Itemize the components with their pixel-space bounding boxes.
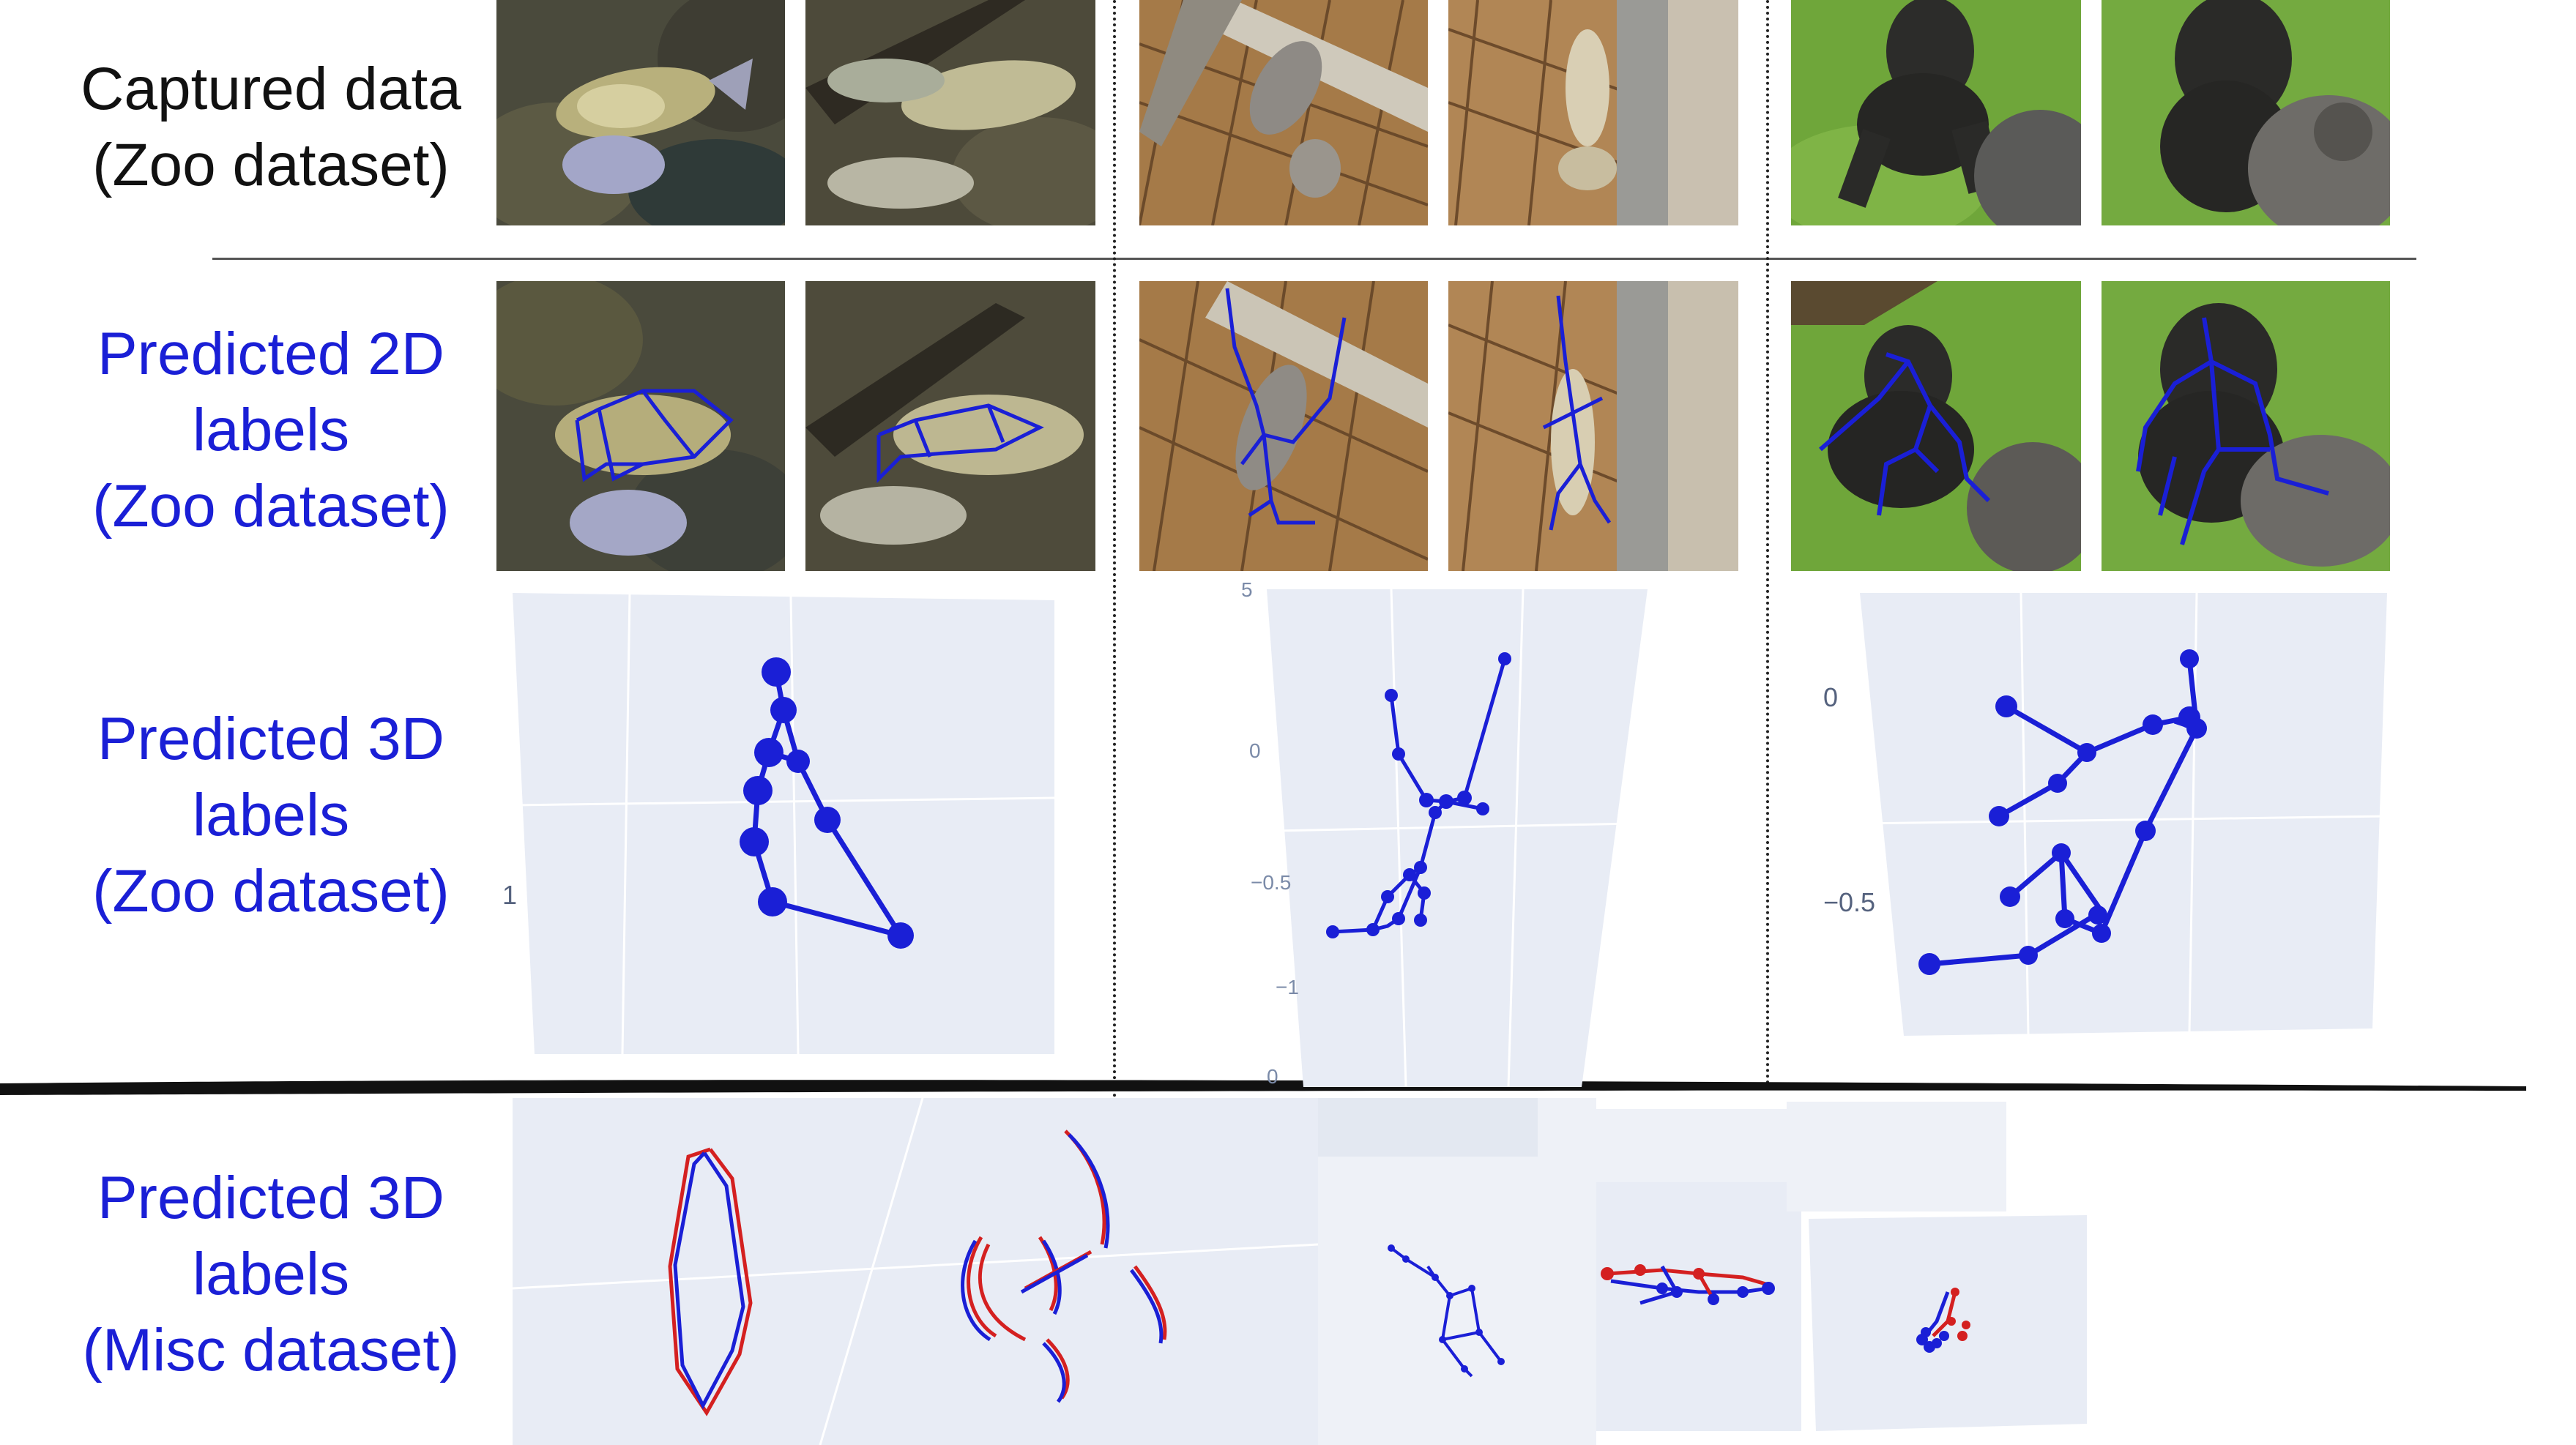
gorilla-photo [1791,0,2081,225]
row-separator [212,258,2416,260]
row-label-pred3d-zoo: Predicted 3D labels (Zoo dataset) [59,701,483,930]
row-label-line: Captured data [81,56,461,122]
axis-tick: 0 [1267,1065,1278,1088]
row-label-line: (Zoo dataset) [92,858,450,925]
axis-tick: 1 [502,880,518,910]
gorilla-photo [2102,0,2390,225]
row-label-line: Predicted 3D [97,706,445,772]
axis-tick: −1 [1276,976,1299,998]
skeleton-plot [1245,582,1655,1087]
fish-photo-2d [496,281,785,571]
gibbon-photo [1139,0,1428,225]
skeleton-plot-misc [1318,1098,1596,1445]
gorilla-photo-2d [2102,281,2390,571]
gorilla-photo-2d [1791,281,2081,571]
section-divider [0,1080,2526,1095]
row-label-line: (Zoo dataset) [92,132,450,198]
row-label-line: labels [192,397,350,463]
skeleton-plot-misc [1596,1109,1801,1431]
fish-photo-2d [805,281,1095,571]
column-divider [1766,0,1769,1091]
row-label-line: labels [192,782,350,848]
row-label-line: (Misc dataset) [82,1317,460,1384]
axis-tick: 0 [1823,682,1839,712]
gibbon-photo [1448,0,1738,225]
axis-tick: −0.5 [1251,871,1292,894]
fish-photo [496,0,785,225]
skeleton-plot-misc [1787,1102,2094,1438]
fish-photo [805,0,1095,225]
axis-tick: 0 [1249,739,1261,762]
row-label-line: labels [192,1241,350,1307]
row-label-line: Predicted 2D [97,321,445,387]
skeleton-plot-misc [513,1098,1318,1445]
row-label-line: (Zoo dataset) [92,473,450,539]
row-label-captured: Captured data (Zoo dataset) [59,51,483,204]
row-label-pred2d: Predicted 2D labels (Zoo dataset) [59,316,483,545]
gibbon-photo-2d [1139,281,1428,571]
gibbon-photo-2d [1448,281,1738,571]
column-divider [1113,0,1116,1098]
row-label-pred3d-misc: Predicted 3D labels (Misc dataset) [51,1160,491,1389]
row-label-line: Predicted 3D [97,1165,445,1231]
skeleton-plot [1845,589,2387,1043]
skeleton-plot [483,586,1069,1069]
axis-tick: 5 [1241,578,1253,601]
axis-tick: −0.5 [1823,887,1876,917]
